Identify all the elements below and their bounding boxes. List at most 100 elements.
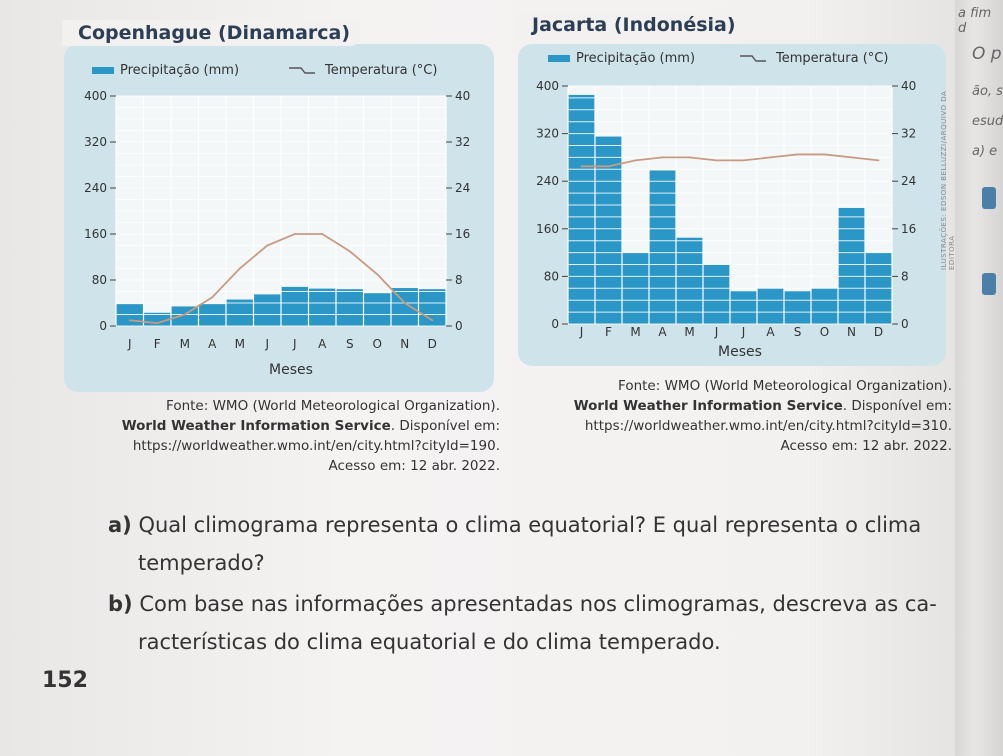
margin-fragment-5: a) e xyxy=(972,144,998,159)
source-line2-rest: . Disponível em: xyxy=(390,418,500,434)
x-axis-label: Meses xyxy=(718,344,762,360)
x-tick-label: J xyxy=(741,325,746,339)
precipitation-bar xyxy=(363,293,392,326)
legend-precipitation-label: Precipitação (mm) xyxy=(120,63,239,78)
chart-title-copenhague: Copenhague (Dinamarca) xyxy=(62,20,361,46)
x-tick-label: O xyxy=(373,337,382,351)
precipitation-bar xyxy=(730,291,758,324)
legend-precipitation-swatch xyxy=(92,67,114,74)
legend-temperature-swatch xyxy=(740,55,766,62)
x-tick-label: A xyxy=(208,337,217,351)
margin-fragment-4: esud xyxy=(972,114,1003,129)
x-tick-label: O xyxy=(820,325,829,339)
precipitation-bar xyxy=(116,304,144,326)
temperature-line xyxy=(581,153,879,168)
source-line2: World Weather Information Service. Dispo… xyxy=(110,416,500,436)
precipitation-bar xyxy=(649,170,677,324)
x-tick-label: J xyxy=(579,325,584,339)
chart-title-jacarta: Jacarta (Indonésia) xyxy=(516,12,746,38)
y-left-tick-label: 160 xyxy=(536,222,559,236)
legend-temperature-label: Temperatura (°C) xyxy=(324,63,437,78)
temperature-point xyxy=(183,313,186,316)
y-right-tick-label: 32 xyxy=(455,135,470,149)
legend-temperature-label: Temperatura (°C) xyxy=(775,51,888,66)
margin-badge-2 xyxy=(982,273,996,295)
x-tick-label: D xyxy=(874,325,883,339)
y-left-tick-label: 160 xyxy=(84,227,107,241)
source-line2: World Weather Information Service. Dispo… xyxy=(560,396,952,416)
temperature-point xyxy=(823,153,826,156)
x-tick-label: S xyxy=(346,337,354,351)
y-left-tick-label: 320 xyxy=(84,135,107,149)
x-tick-label: M xyxy=(180,337,190,351)
x-tick-label: J xyxy=(292,337,297,351)
y-left-tick-label: 240 xyxy=(536,174,559,188)
y-right-tick-label: 8 xyxy=(901,269,909,283)
source-line2-rest: . Disponível em: xyxy=(842,398,952,414)
page-number: 152 xyxy=(42,668,88,693)
x-tick-label: A xyxy=(318,337,327,351)
temperature-point xyxy=(634,159,637,162)
question-b-line1: b) Com base nas informações apresentadas… xyxy=(108,585,958,623)
source-title: World Weather Information Service xyxy=(121,418,391,434)
temperature-point xyxy=(607,165,610,168)
x-tick-label: J xyxy=(714,325,719,339)
y-right-tick-label: 24 xyxy=(901,174,916,188)
x-tick-label: F xyxy=(605,325,612,339)
temperature-point xyxy=(403,302,406,304)
x-tick-label: N xyxy=(847,325,856,339)
temperature-point xyxy=(128,319,131,322)
y-right-tick-label: 40 xyxy=(901,79,916,93)
precipitation-bar xyxy=(198,304,227,326)
climogram-jacarta: 0 80 160 240 320 400 0 8 16 24 32 40 J F M A M J J A S O N D Mes… xyxy=(536,51,916,360)
y-right-tick-label: 32 xyxy=(901,127,916,141)
temperature-point xyxy=(156,322,159,325)
adjacent-page-strip xyxy=(955,0,1003,756)
temperature-line xyxy=(129,233,433,325)
source-line1: Fonte: WMO (World Meteorological Organiz… xyxy=(166,398,500,414)
source-title: World Weather Information Service xyxy=(573,398,843,414)
y-left-tick-label: 400 xyxy=(536,79,559,93)
margin-badge-1 xyxy=(982,187,996,209)
temperature-point xyxy=(211,296,214,299)
y-right-tick-label: 0 xyxy=(901,317,909,331)
question-b-line2: racterísticas do clima equatorial e do c… xyxy=(138,630,721,654)
x-tick-label: M xyxy=(684,325,694,339)
precipitation-bar xyxy=(568,94,596,324)
y-right-tick-label: 8 xyxy=(455,273,463,287)
precipitation-bar xyxy=(811,288,839,324)
x-tick-label: F xyxy=(154,337,161,351)
y-left-tick-label: 80 xyxy=(544,269,559,283)
y-left-tick-label: 240 xyxy=(84,181,107,195)
precipitation-bar xyxy=(336,289,364,326)
question-a-line1: a) Qual climograma representa o clima eq… xyxy=(108,506,958,544)
y-right-tick-label: 40 xyxy=(455,89,470,103)
y-right-tick-label: 16 xyxy=(901,222,916,236)
temperature-point xyxy=(348,250,351,253)
source-jacarta: Fonte: WMO (World Meteorological Organiz… xyxy=(560,376,952,456)
question-a: a) Qual climograma representa o clima eq… xyxy=(108,506,958,582)
x-tick-label: D xyxy=(428,337,437,351)
legend-precipitation-label: Precipitação (mm) xyxy=(576,51,695,66)
temperature-point xyxy=(742,159,745,162)
temperature-point xyxy=(266,244,269,247)
source-copenhague: Fonte: WMO (World Meteorological Organiz… xyxy=(110,396,500,476)
y-left-tick-label: 0 xyxy=(551,317,559,331)
y-right-tick-label: 24 xyxy=(455,181,470,195)
x-tick-label: A xyxy=(658,325,667,339)
margin-fragment-3: ão, s xyxy=(972,84,1003,99)
y-left-tick-label: 0 xyxy=(99,319,107,333)
precipitation-bar xyxy=(838,207,866,324)
temperature-point xyxy=(661,156,664,159)
x-tick-label: N xyxy=(400,337,409,351)
question-b: b) Com base nas informações apresentadas… xyxy=(108,585,958,661)
question-b-letter: b) xyxy=(108,592,133,616)
temperature-point xyxy=(850,156,853,159)
y-left-tick-label: 320 xyxy=(536,127,559,141)
precipitation-bar xyxy=(703,264,731,324)
precipitation-bar xyxy=(757,288,785,324)
temperature-point xyxy=(238,267,241,270)
x-tick-label: S xyxy=(794,325,802,339)
source-url: https://worldweather.wmo.int/en/city.htm… xyxy=(584,418,952,434)
precipitation-bar xyxy=(676,237,704,324)
